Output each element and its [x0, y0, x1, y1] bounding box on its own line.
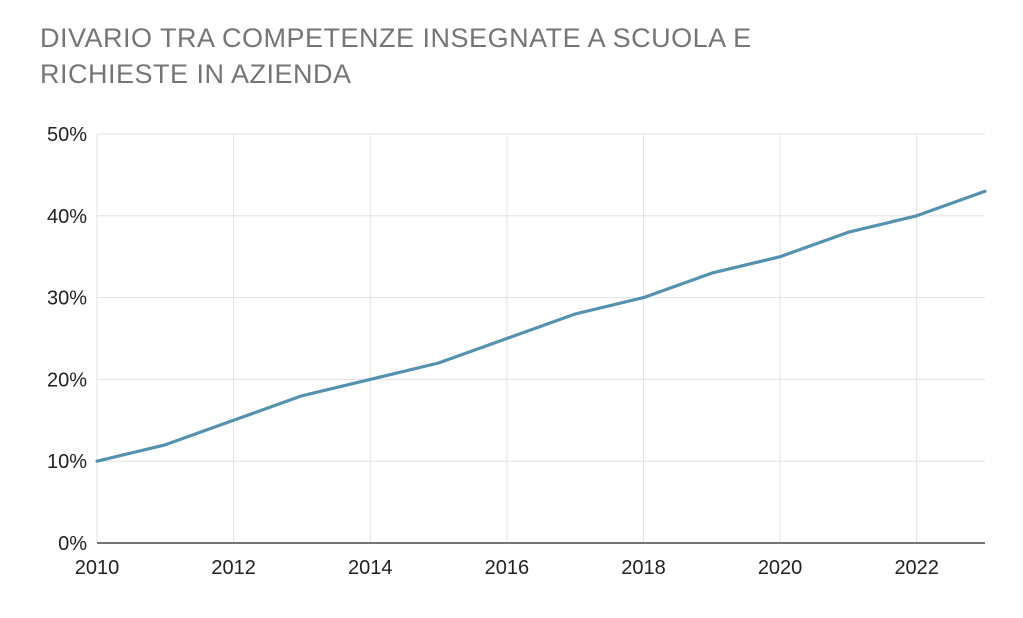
- x-tick-label: 2020: [758, 557, 803, 579]
- x-tick-label: 2022: [894, 557, 939, 579]
- y-tick-label: 0%: [58, 533, 87, 555]
- y-tick-label: 10%: [47, 451, 87, 473]
- x-tick-label: 2014: [348, 557, 393, 579]
- chart-title-line-2: RICHIESTE IN AZIENDA: [40, 59, 352, 89]
- x-tick-label: 2018: [621, 557, 666, 579]
- x-tick-label: 2012: [211, 557, 256, 579]
- x-tick-label: 2010: [75, 557, 120, 579]
- chart-title: DIVARIO TRA COMPETENZE INSEGNATE A SCUOL…: [40, 20, 900, 92]
- data-line-series: [95, 189, 987, 463]
- y-tick-label: 50%: [47, 124, 87, 146]
- x-tick-label: 2016: [485, 557, 530, 579]
- y-tick-label: 30%: [47, 288, 87, 310]
- y-tick-label: 40%: [47, 206, 87, 228]
- chart-title-line-1: DIVARIO TRA COMPETENZE INSEGNATE A SCUOL…: [40, 23, 752, 53]
- y-tick-label: 20%: [47, 369, 87, 391]
